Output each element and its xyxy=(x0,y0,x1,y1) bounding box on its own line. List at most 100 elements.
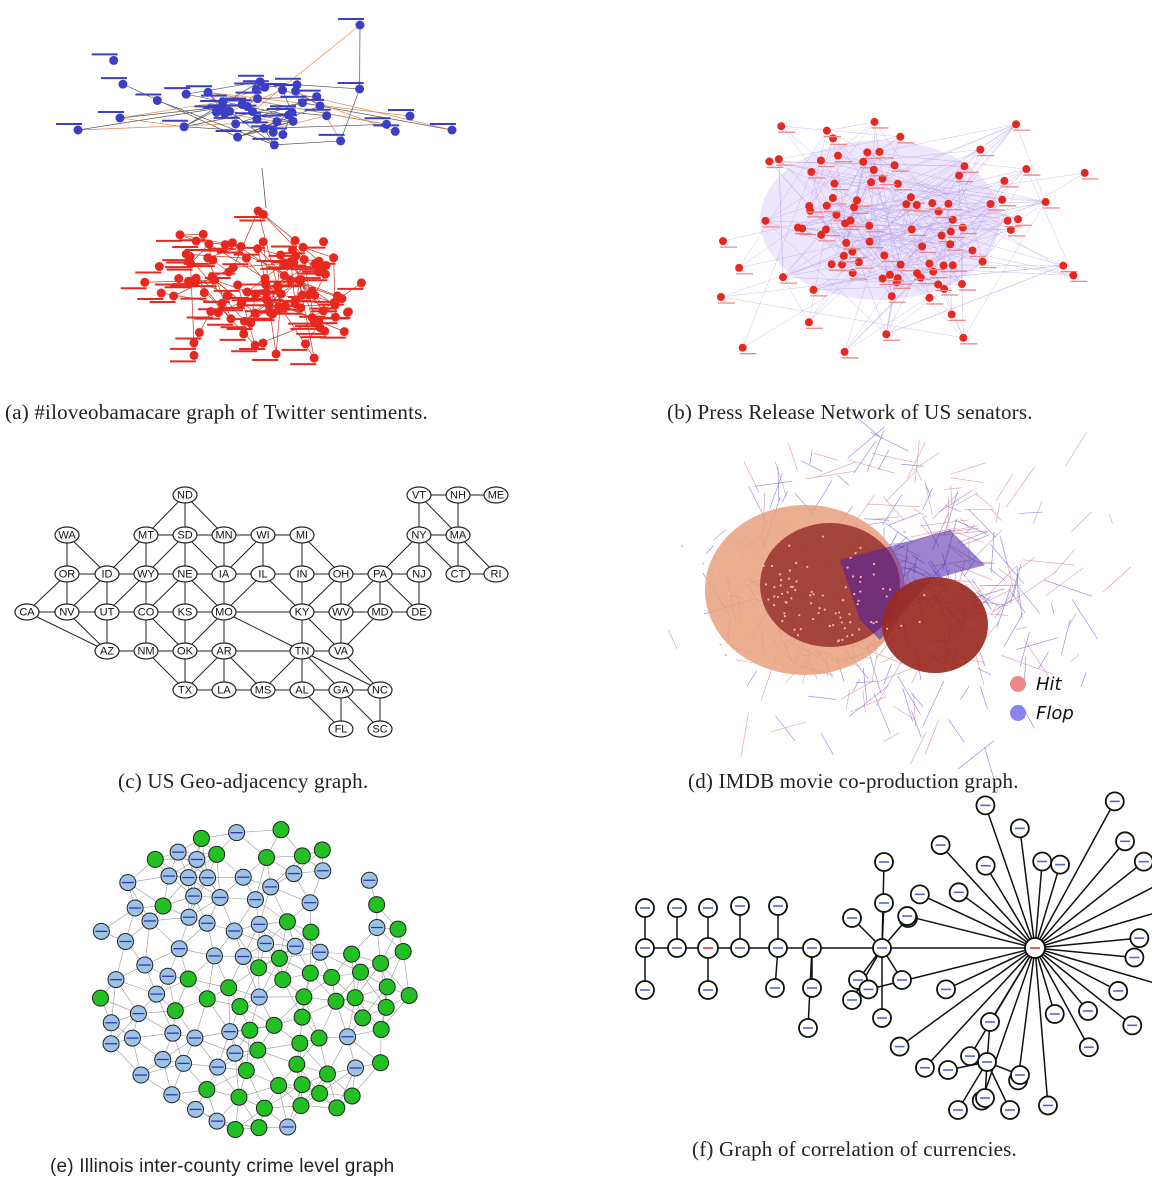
high-crime-county-node xyxy=(272,821,290,839)
movie-node xyxy=(773,595,776,598)
state-node-mi: MI xyxy=(289,526,315,544)
negative-node xyxy=(319,237,329,247)
high-crime-county-node xyxy=(372,1020,390,1038)
state-label: VT xyxy=(412,490,426,502)
positive-node xyxy=(269,140,279,150)
state-node-ellipse xyxy=(483,565,509,583)
edge xyxy=(774,461,787,497)
legend-hit-label: Hit xyxy=(1036,674,1063,695)
negative-node xyxy=(184,276,194,286)
edge xyxy=(668,629,678,650)
edge xyxy=(896,250,973,283)
negative-node xyxy=(194,328,204,338)
senator-node xyxy=(779,273,788,282)
edge xyxy=(998,567,1018,583)
edge xyxy=(867,152,1074,276)
state-node-ellipse xyxy=(211,565,237,583)
negative-node xyxy=(299,255,309,265)
negative-node xyxy=(191,273,201,283)
movie-node xyxy=(777,540,780,543)
edge xyxy=(782,169,874,278)
state-node-ellipse xyxy=(172,681,198,699)
movie-node xyxy=(743,596,746,599)
movie-node xyxy=(923,593,926,597)
movie-node xyxy=(872,562,876,566)
edge xyxy=(948,201,1046,204)
senator-node xyxy=(809,285,818,294)
state-node-ellipse xyxy=(133,603,159,621)
edge xyxy=(911,124,1017,230)
high-crime-county-node xyxy=(250,1119,268,1137)
senator-node xyxy=(840,347,849,356)
negative-node xyxy=(261,288,271,298)
edge xyxy=(252,24,361,112)
edge xyxy=(753,480,793,487)
edge xyxy=(886,265,1064,335)
positive-node xyxy=(211,107,221,117)
edge xyxy=(834,136,901,184)
high-crime-county-node xyxy=(343,945,361,963)
edge xyxy=(840,680,874,700)
correlation-edge xyxy=(1034,913,1152,949)
correlation-edge xyxy=(958,891,1036,949)
state-label: AZ xyxy=(100,646,114,658)
senator-node xyxy=(1022,165,1031,174)
state-label: NH xyxy=(450,490,466,502)
movie-node xyxy=(783,612,786,615)
state-node-ellipse xyxy=(289,526,315,544)
state-node-in: IN xyxy=(289,565,315,583)
edge xyxy=(883,664,892,685)
negative-node xyxy=(279,271,289,281)
edge xyxy=(950,477,984,484)
movie-node xyxy=(886,627,889,630)
movie-node xyxy=(787,577,791,580)
edge xyxy=(797,180,1005,228)
positive-node xyxy=(179,122,189,132)
edge xyxy=(855,681,877,684)
senator-node xyxy=(735,263,744,272)
edge xyxy=(910,175,960,198)
correlation-edge xyxy=(1034,840,1126,949)
edge xyxy=(775,715,796,742)
state-node-ellipse xyxy=(94,565,120,583)
edge xyxy=(1010,573,1019,604)
state-label: AL xyxy=(295,685,308,697)
edge xyxy=(813,452,839,461)
correlation-edge xyxy=(989,947,1036,1023)
edge xyxy=(797,149,981,228)
movie-node xyxy=(839,616,842,619)
movie-node xyxy=(823,608,826,611)
edge xyxy=(831,169,875,265)
edge xyxy=(957,740,994,770)
positive-node xyxy=(268,127,278,137)
edge xyxy=(943,203,949,266)
state-node-ellipse xyxy=(289,681,315,699)
senator-node xyxy=(878,274,887,283)
senator-node xyxy=(880,251,889,260)
legend-hit-swatch xyxy=(1010,676,1026,692)
state-node-ca: CA xyxy=(14,603,40,621)
state-node-ellipse xyxy=(133,642,159,660)
edge xyxy=(1008,588,1026,613)
high-crime-county-node xyxy=(377,998,395,1016)
senator-node xyxy=(719,237,728,246)
edge xyxy=(872,453,914,463)
senator-node xyxy=(958,280,967,289)
senator-node xyxy=(867,178,876,187)
correlation-edge xyxy=(851,947,883,1001)
state-node-wy: WY xyxy=(133,565,159,583)
edge xyxy=(1001,655,1053,675)
edge xyxy=(913,693,916,727)
high-crime-county-node xyxy=(220,979,238,997)
caption-d: (d) IMDB movie co-production graph. xyxy=(688,769,1019,793)
high-crime-county-node xyxy=(323,968,341,986)
edge xyxy=(911,527,958,538)
edge xyxy=(869,124,1017,226)
movie-node xyxy=(794,588,797,592)
state-node-mt: MT xyxy=(133,526,159,544)
high-crime-county-node xyxy=(394,943,412,961)
senator-node xyxy=(948,261,957,270)
edge xyxy=(967,508,996,538)
state-label: NM xyxy=(137,646,154,658)
positive-node xyxy=(312,92,322,102)
